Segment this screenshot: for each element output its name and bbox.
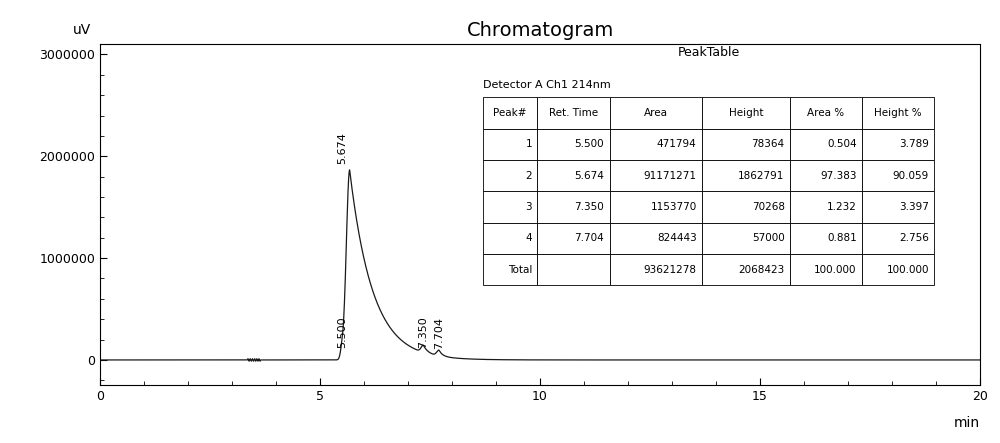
Text: 3: 3 xyxy=(525,202,532,212)
Bar xyxy=(483,223,537,254)
Text: 471794: 471794 xyxy=(657,139,697,149)
Text: 1: 1 xyxy=(525,139,532,149)
Bar xyxy=(610,254,702,285)
Text: 70268: 70268 xyxy=(752,202,785,212)
Bar xyxy=(702,97,790,128)
Text: Area: Area xyxy=(644,108,668,118)
Bar xyxy=(702,254,790,285)
Text: 3.789: 3.789 xyxy=(899,139,929,149)
Bar xyxy=(702,128,790,160)
Text: PeakTable: PeakTable xyxy=(677,46,740,59)
Text: 0.504: 0.504 xyxy=(827,139,857,149)
Bar xyxy=(862,128,934,160)
Text: 100.000: 100.000 xyxy=(814,265,857,275)
Text: 100.000: 100.000 xyxy=(886,265,929,275)
Text: min: min xyxy=(954,416,980,430)
Text: 78364: 78364 xyxy=(752,139,785,149)
Bar xyxy=(610,191,702,223)
Text: Height: Height xyxy=(729,108,763,118)
Bar xyxy=(790,191,862,223)
Text: 3.397: 3.397 xyxy=(899,202,929,212)
Text: 7.350: 7.350 xyxy=(574,202,604,212)
Bar xyxy=(483,128,537,160)
Bar xyxy=(483,160,537,191)
Text: 5.500: 5.500 xyxy=(575,139,604,149)
Text: 2068423: 2068423 xyxy=(738,265,785,275)
Bar xyxy=(537,160,610,191)
Bar xyxy=(862,160,934,191)
Title: Chromatogram: Chromatogram xyxy=(466,21,614,40)
Bar xyxy=(790,160,862,191)
Text: 93621278: 93621278 xyxy=(644,265,697,275)
Text: 7.704: 7.704 xyxy=(434,317,444,349)
Text: 90.059: 90.059 xyxy=(893,171,929,181)
Text: 824443: 824443 xyxy=(657,233,697,243)
Text: 1862791: 1862791 xyxy=(738,171,785,181)
Bar xyxy=(790,254,862,285)
Bar xyxy=(483,254,537,285)
Bar xyxy=(610,223,702,254)
Bar xyxy=(483,97,537,128)
Bar xyxy=(790,97,862,128)
Bar xyxy=(862,254,934,285)
Bar xyxy=(483,191,537,223)
Text: Detector A Ch1 214nm: Detector A Ch1 214nm xyxy=(483,80,611,90)
Bar xyxy=(862,191,934,223)
Text: 1.232: 1.232 xyxy=(827,202,857,212)
Text: 91171271: 91171271 xyxy=(644,171,697,181)
Text: 5.674: 5.674 xyxy=(337,132,347,164)
Bar xyxy=(610,160,702,191)
Text: Total: Total xyxy=(508,265,532,275)
Text: 2.756: 2.756 xyxy=(899,233,929,243)
Text: uV: uV xyxy=(73,23,91,38)
Text: 7.350: 7.350 xyxy=(418,316,428,348)
Text: 2: 2 xyxy=(525,171,532,181)
Text: Height %: Height % xyxy=(874,108,922,118)
Text: 1153770: 1153770 xyxy=(650,202,697,212)
Bar xyxy=(537,254,610,285)
Text: Peak#: Peak# xyxy=(493,108,527,118)
Bar xyxy=(610,128,702,160)
Text: Area %: Area % xyxy=(807,108,845,118)
Bar xyxy=(790,223,862,254)
Bar xyxy=(702,160,790,191)
Text: 5.674: 5.674 xyxy=(574,171,604,181)
Bar xyxy=(862,97,934,128)
Bar xyxy=(702,191,790,223)
Bar xyxy=(537,97,610,128)
Text: 57000: 57000 xyxy=(752,233,785,243)
Bar xyxy=(790,128,862,160)
Bar xyxy=(537,128,610,160)
Bar xyxy=(537,191,610,223)
Bar xyxy=(702,223,790,254)
Bar xyxy=(862,223,934,254)
Bar xyxy=(610,97,702,128)
Text: 7.704: 7.704 xyxy=(574,233,604,243)
Bar xyxy=(537,223,610,254)
Text: 97.383: 97.383 xyxy=(820,171,857,181)
Text: 0.881: 0.881 xyxy=(827,233,857,243)
Text: Ret. Time: Ret. Time xyxy=(549,108,598,118)
Text: 4: 4 xyxy=(525,233,532,243)
Text: 5.500: 5.500 xyxy=(337,317,347,348)
